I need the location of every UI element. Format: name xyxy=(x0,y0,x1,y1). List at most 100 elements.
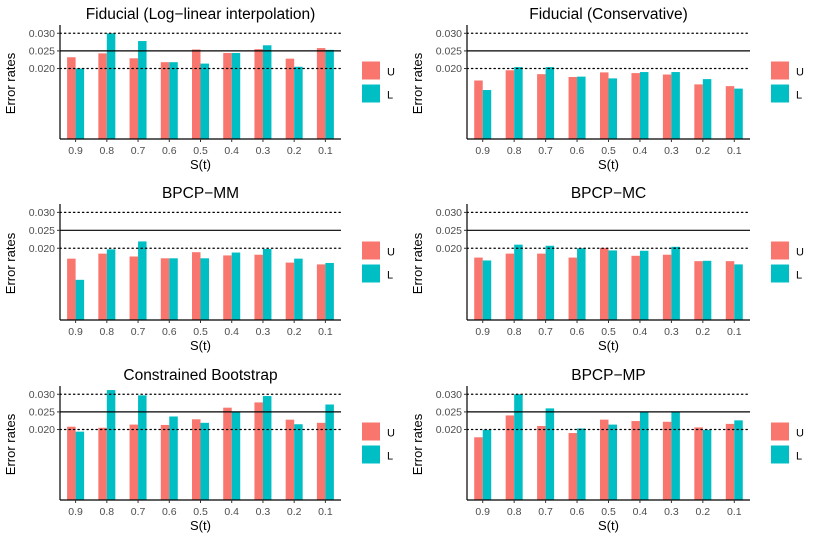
x-tick-label: 0.5 xyxy=(193,506,208,518)
bar-u xyxy=(129,256,139,320)
bar-l xyxy=(671,246,680,320)
x-tick-label: 0.2 xyxy=(287,326,302,338)
bar-u xyxy=(662,74,672,139)
x-tick-label: 0.5 xyxy=(193,326,208,338)
y-tick-label: 0.030 xyxy=(29,207,55,219)
y-tick-label: 0.030 xyxy=(436,207,462,219)
x-tick-label: 0.1 xyxy=(318,506,333,518)
bar-l xyxy=(325,404,334,500)
x-tick-label: 0.9 xyxy=(68,326,83,338)
bar-u xyxy=(725,86,735,139)
x-tick-label: 0.7 xyxy=(538,326,553,338)
x-axis-label: S(t) xyxy=(190,338,211,353)
bar-l xyxy=(734,420,743,500)
bar-l xyxy=(262,396,272,500)
bar-u xyxy=(600,72,609,139)
bar-l xyxy=(545,67,555,139)
bar-u xyxy=(160,424,170,500)
x-tick-label: 0.8 xyxy=(507,506,522,518)
bar-u xyxy=(223,407,232,500)
bar-u xyxy=(254,254,263,320)
bar-l xyxy=(639,412,649,500)
x-tick-label: 0.1 xyxy=(318,326,333,338)
y-tick-label: 0.030 xyxy=(29,389,55,401)
bar-l xyxy=(169,416,178,500)
chart-panel-1: Fiducial (Log−linear interpolation) Error… xyxy=(3,6,395,172)
x-tick-label: 0.3 xyxy=(256,145,271,157)
bar-u xyxy=(725,423,735,500)
x-tick-label: 0.9 xyxy=(475,145,490,157)
x-tick-label: 0.2 xyxy=(287,145,302,157)
y-tick-label: 0.020 xyxy=(436,63,462,75)
x-tick-label: 0.8 xyxy=(100,326,115,338)
bar-u xyxy=(192,49,201,139)
bar-l xyxy=(200,63,209,139)
bar-u xyxy=(160,258,170,320)
bar-l xyxy=(75,431,85,500)
bar-l xyxy=(231,252,241,320)
legend-label-l: L xyxy=(796,270,802,282)
y-tick-label: 0.030 xyxy=(436,389,462,401)
x-tick-label: 0.3 xyxy=(256,326,271,338)
bar-l xyxy=(482,429,492,500)
bar-u xyxy=(129,58,139,139)
bar-u xyxy=(285,419,295,500)
bar-l xyxy=(200,258,209,320)
bar-u xyxy=(537,253,546,320)
x-tick-label: 0.1 xyxy=(727,145,742,157)
y-tick-label: 0.020 xyxy=(436,424,462,436)
chart-title: BPCP−MC xyxy=(571,185,646,202)
y-tick-label: 0.025 xyxy=(29,45,55,57)
legend-label-u: U xyxy=(387,428,395,440)
bar-u xyxy=(316,422,326,500)
bar-u xyxy=(285,58,295,139)
bar-l xyxy=(294,258,303,320)
bar-l xyxy=(734,264,743,320)
bar-l xyxy=(702,260,712,320)
bar-l xyxy=(608,424,617,500)
bar-u xyxy=(160,62,170,139)
chart-panel-6: BPCP−MP Error rates 0.020 0.025 0.030 0.9 0.8 0… xyxy=(410,367,804,533)
bar-u xyxy=(254,402,263,500)
bar-l xyxy=(262,45,272,140)
y-axis-label: Error rates xyxy=(3,413,18,475)
x-tick-label: 0.8 xyxy=(100,506,115,518)
x-tick-label: 0.2 xyxy=(696,326,711,338)
bar-u xyxy=(98,427,107,500)
x-tick-label: 0.5 xyxy=(601,145,616,157)
x-tick-label: 0.6 xyxy=(162,326,177,338)
chart-panel-4: BPCP−MC Error rates 0.020 0.025 0.030 0.9 0.8 0… xyxy=(410,185,804,353)
x-tick-label: 0.8 xyxy=(507,145,522,157)
bar-u xyxy=(662,254,672,320)
legend-label-u: U xyxy=(387,247,395,259)
bar-u xyxy=(600,419,609,500)
bar-u xyxy=(694,427,703,500)
bar-l xyxy=(106,390,116,500)
bar-u xyxy=(505,415,515,500)
x-axis-label: S(t) xyxy=(598,518,619,533)
bar-l xyxy=(482,260,492,320)
x-tick-label: 0.7 xyxy=(131,506,146,518)
legend-label-l: L xyxy=(387,451,393,463)
bar-u xyxy=(67,258,76,320)
x-tick-label: 0.7 xyxy=(538,145,553,157)
bar-l xyxy=(325,49,334,139)
bar-l xyxy=(231,411,241,500)
bar-u xyxy=(600,247,609,320)
legend-key-l xyxy=(771,84,789,103)
chart-title: Fiducial (Log−linear interpolation) xyxy=(86,6,316,23)
bar-l xyxy=(200,422,209,500)
x-tick-label: 0.9 xyxy=(475,326,490,338)
bar-u xyxy=(568,257,578,320)
y-tick-label: 0.025 xyxy=(436,225,462,237)
legend-label-u: U xyxy=(796,247,804,259)
bar-l xyxy=(106,249,116,320)
bar-l xyxy=(75,68,85,139)
bar-l xyxy=(577,248,586,320)
chart-title: BPCP−MP xyxy=(571,367,646,384)
bar-u xyxy=(694,84,703,139)
x-tick-label: 0.9 xyxy=(68,145,83,157)
bar-l xyxy=(138,241,147,320)
bar-u xyxy=(98,53,107,139)
bar-u xyxy=(474,257,483,320)
